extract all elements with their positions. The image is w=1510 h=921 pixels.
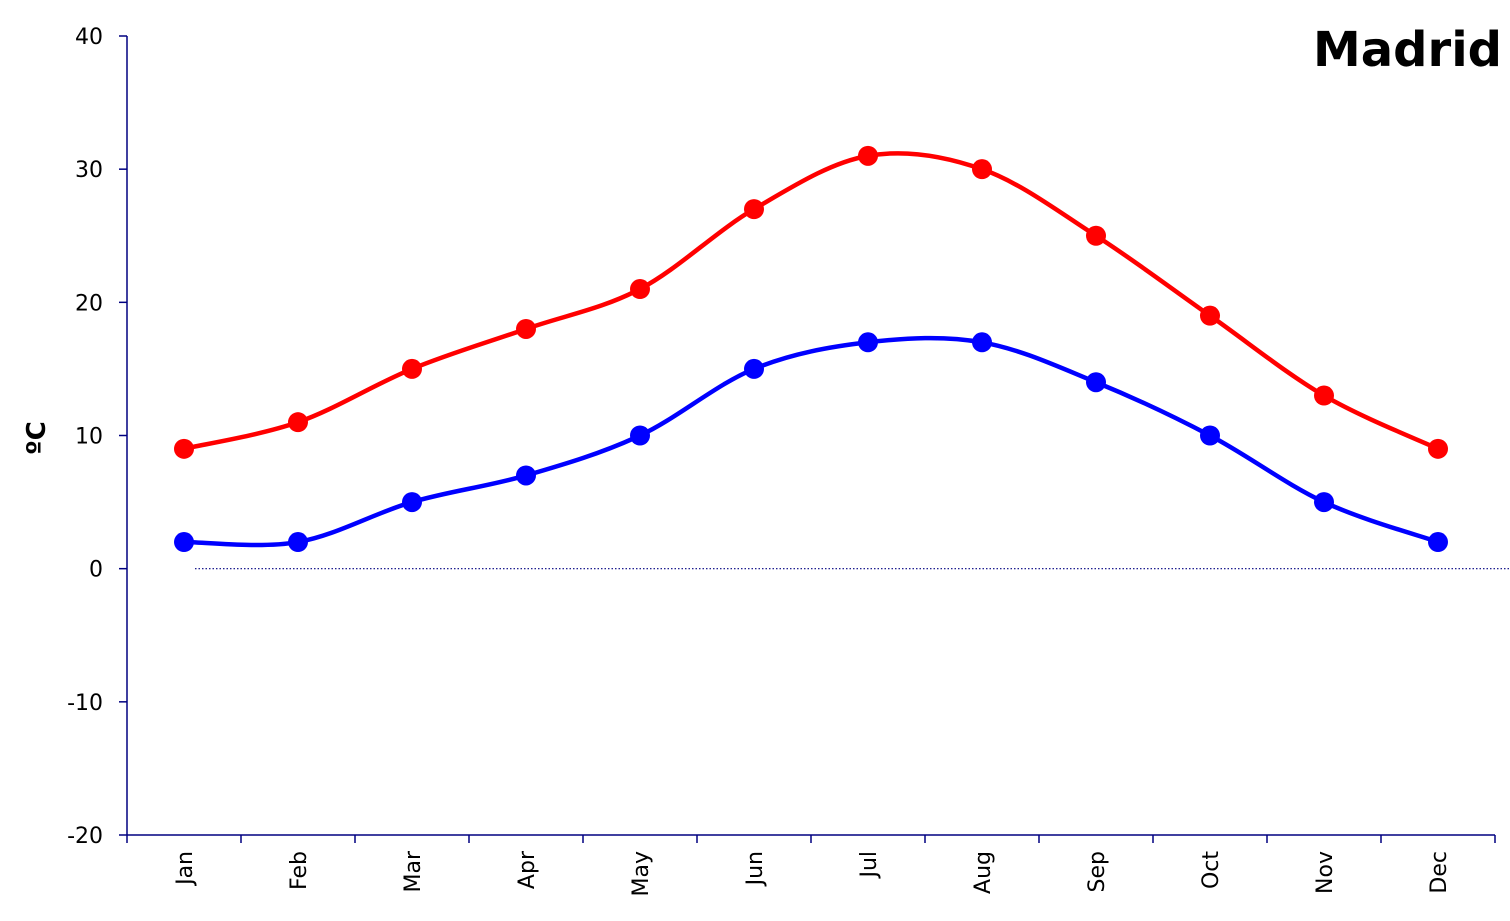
y-tick-label: 20 [75, 291, 103, 316]
series-2-point [402, 492, 422, 513]
y-axis-title: ºC [22, 421, 52, 455]
series-1-point [1200, 305, 1220, 326]
x-tick-label: Nov [1313, 851, 1338, 894]
x-tick-label: Jan [173, 851, 198, 887]
y-tick-label: 0 [89, 558, 103, 583]
x-tick-label: Jun [743, 851, 768, 887]
series-2-point [1314, 492, 1334, 513]
y-tick-label: -10 [67, 691, 103, 716]
chart-title: Madrid [1313, 22, 1502, 78]
x-tick-label: Apr [515, 850, 540, 889]
y-tick-label: -20 [67, 824, 103, 849]
x-tick-label: Oct [1199, 851, 1224, 889]
x-tick-label: Aug [971, 851, 996, 894]
series-2-point [972, 332, 992, 353]
y-tick-label: 30 [75, 158, 103, 183]
series-2-point [288, 532, 308, 553]
x-tick-label: Mar [401, 850, 426, 892]
series-1-point [1428, 438, 1448, 459]
series-1 [174, 145, 1448, 459]
series-1-line [181, 150, 1441, 452]
series-1-point [516, 318, 536, 339]
x-tick-label: Jul [857, 851, 882, 880]
series-1-point [174, 438, 194, 459]
y-tick-label: 40 [75, 25, 103, 50]
series-1-point [1086, 225, 1106, 246]
x-tick-label: Sep [1085, 851, 1110, 892]
series-1-point [972, 159, 992, 180]
series-2-point [1428, 532, 1448, 553]
series-2-line [181, 335, 1441, 548]
x-tick-label: May [629, 851, 654, 896]
series-2-point [858, 332, 878, 353]
series-2-point [744, 358, 764, 379]
series-2-point [174, 532, 194, 553]
y-tick-label: 10 [75, 425, 103, 450]
series-1-point [402, 358, 422, 379]
series-2-point [630, 425, 650, 446]
series-group [174, 145, 1448, 553]
series-1-point [858, 145, 878, 166]
series-1-point [288, 412, 308, 433]
series-1-point [1314, 385, 1334, 406]
x-tick-label: Feb [287, 851, 312, 890]
series-1-point [630, 279, 650, 300]
series-2-point [1200, 425, 1220, 446]
series-2-point [1086, 372, 1106, 393]
series-2 [174, 332, 1448, 553]
x-tick-label: Dec [1427, 851, 1452, 894]
series-2-point [516, 465, 536, 486]
series-1-point [744, 199, 764, 220]
axes: -20 -10 0 10 20 30 40 Jan Feb Mar Apr May Jun Jul Aug S… [67, 25, 1496, 896]
